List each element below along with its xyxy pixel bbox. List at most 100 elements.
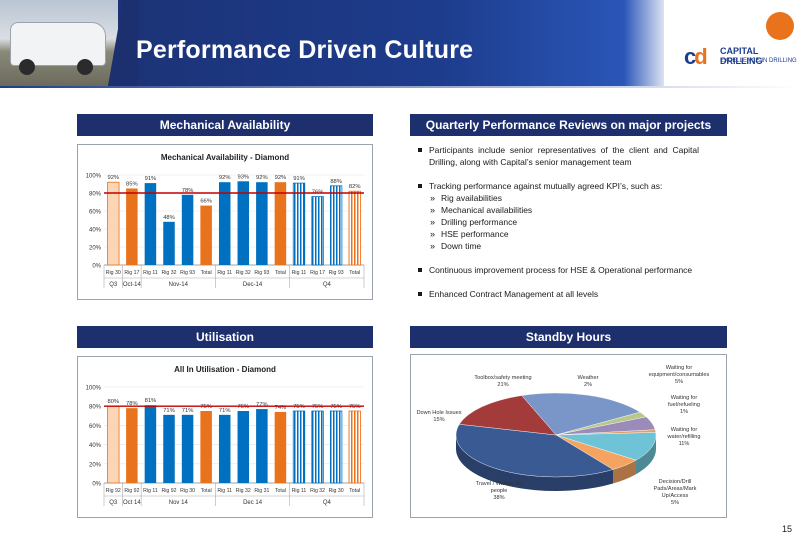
sub-bullet-down-time: Down time [417,240,699,252]
group-label: Oct 14 [123,500,141,506]
x-tick-label: Total [349,270,360,276]
y-tick-label: 40% [89,443,102,449]
logo-tagline: EXCELLENCE IN DRILLING [720,58,797,64]
bar [144,405,157,483]
group-label: Q3 [109,500,118,506]
bar [348,410,361,484]
bar-data-label: 78% [126,401,138,407]
group-label: Q3 [109,282,118,288]
group-label: Nov-14 [169,282,189,288]
pie-label-text: fuel/refueling [668,402,700,408]
pie-label-pct: 1% [680,409,688,415]
x-tick-label: Rig 32 [236,270,251,276]
pie-label-pct: 21% [497,382,508,388]
bar-data-label: 92% [275,175,287,181]
pie-slice-side [635,435,656,475]
bar [348,190,361,266]
page-number: 15 [781,524,792,534]
banner-wedge [98,0,138,86]
y-tick-label: 20% [89,246,102,252]
bullet-participants: Participants include senior representati… [417,144,699,168]
y-tick-label: 80% [89,192,102,198]
pie-slice [521,392,641,436]
x-tick-label: Rig 93 [329,270,344,276]
y-tick-label: 60% [89,210,102,216]
bar [144,183,157,265]
pie-label-pct: 11% [679,441,690,447]
bar [311,196,324,266]
bar-data-label: 88% [330,179,342,185]
bar-data-label: 78% [182,188,194,194]
bar [218,182,231,265]
group-label: Oct-14 [123,282,142,288]
pie-slice-side [612,460,636,484]
utilisation-svg: All In Utilisation - Diamond 0% 20% 40% 60% 8… [86,365,365,506]
x-tick-label: Rig 11 [292,270,307,276]
bar-data-label: 75% [349,404,361,410]
bullet-contract-management: Enhanced Contract Management at all leve… [417,288,699,300]
logo-mark: cd [684,44,708,69]
bar [218,414,231,483]
bar-data-label: 92% [256,175,268,181]
standby-hours-chart: Toolbox/safety meeting 21% Weather 2% Waitin… [410,354,727,518]
pie-slice [455,424,614,478]
bar [274,182,287,265]
bar-data-label: 77% [256,402,268,408]
pie-label-pct: 15% [433,417,444,423]
x-tick-label: Rig 93 [180,270,195,276]
bar-data-label: 71% [219,408,231,414]
bar [163,414,175,483]
bar-data-label: 71% [163,408,175,414]
pie-label-text: Down Hole Issues [416,410,461,416]
page-title: Performance Driven Culture [136,36,474,64]
bar [181,414,194,483]
header-divider [0,86,800,88]
x-tick-label: Rig 92 [106,488,121,494]
pie-slice [555,432,657,461]
x-tick-label: Rig 11 [143,488,158,494]
bar-data-label: 91% [145,176,157,182]
bar [200,411,212,483]
bar [107,405,120,484]
bar-data-label: 91% [293,176,305,182]
bar-data-label: 75% [293,404,305,410]
x-tick-label: Rig 32 [310,488,325,494]
x-tick-label: Total [275,270,286,276]
x-tick-label: Rig 17 [124,270,139,276]
y-tick-label: 40% [89,228,102,234]
section-mechanical-header: Mechanical Availability [77,114,373,136]
mechanical-availability-svg: Mechanical Availability - Diamond 0% 20% 40… [86,153,365,288]
pie-label-pct: 2% [584,382,592,388]
x-tick-label: Rig 11 [143,270,158,276]
truck-icon [10,22,106,75]
bar-data-label: 81% [145,398,157,404]
section-utilisation-header: Utilisation [77,326,373,348]
pie-label-pct: 5% [675,379,683,385]
group-label: Nov 14 [169,500,189,506]
x-tick-label: Rig 30 [180,488,195,494]
x-tick-label: Total [349,488,360,494]
y-tick-label: 100% [86,174,102,180]
pie-label-text: Waiting for [671,395,698,401]
pie-label-text: Waiting for [671,427,698,433]
x-tick-label: Rig 30 [106,270,121,276]
chart-title: All In Utilisation - Diamond [174,365,276,374]
bar [256,409,268,483]
x-tick-label: Rig 32 [162,270,177,276]
y-tick-label: 20% [89,462,102,468]
sub-bullet-mechanical-availabilities: Mechanical availabilities [417,204,699,216]
bar [126,188,138,265]
bar [181,194,194,265]
bar-data-label: 85% [126,182,138,188]
globe-icon [766,12,794,40]
y-tick-label: 100% [86,386,102,392]
group-label: Q4 [323,500,332,506]
pie-label-text: Toolbox/safety meeting [474,375,531,381]
bar [292,182,306,266]
